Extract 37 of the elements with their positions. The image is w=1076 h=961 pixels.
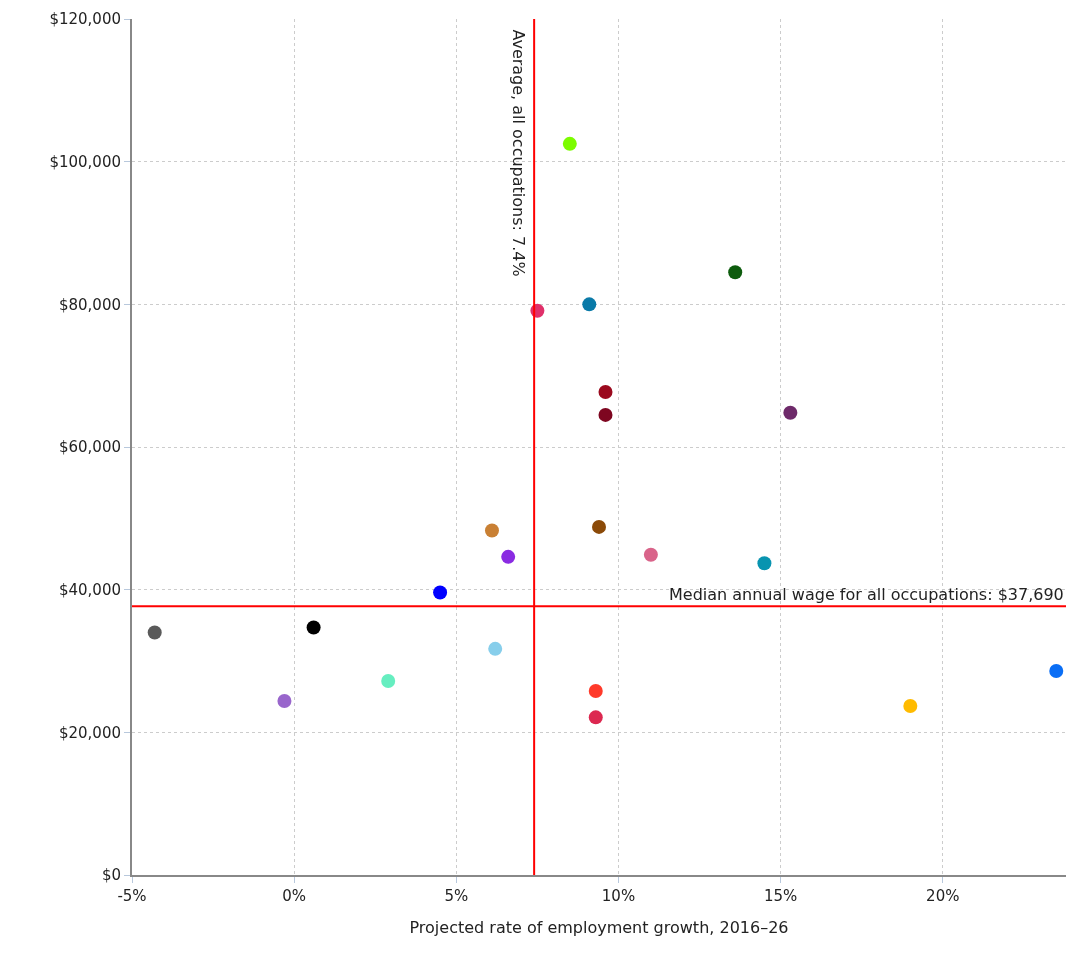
- point: [598, 385, 613, 400]
- point: [306, 620, 321, 635]
- point: [488, 641, 503, 656]
- x-tick-label: 0%: [282, 887, 307, 905]
- x-tick-label: 15%: [763, 887, 798, 905]
- x-tick-label: 5%: [444, 887, 469, 905]
- ref-line-label: Median annual wage for all occupations: $37,690: [669, 585, 1064, 604]
- point: [1049, 663, 1064, 678]
- x-axis-title: Projected rate of employment growth, 2016–26: [409, 918, 789, 938]
- y-tick-label: $0: [101, 866, 121, 885]
- point: [433, 585, 448, 600]
- point: [484, 523, 499, 538]
- point: [598, 407, 613, 422]
- point: [728, 265, 743, 280]
- point: [903, 698, 918, 713]
- y-tick-label: $120,000: [49, 10, 121, 29]
- point: [582, 297, 597, 312]
- point: [588, 710, 603, 725]
- y-tick-label: $60,000: [58, 438, 121, 457]
- point: [757, 556, 772, 571]
- point: [592, 519, 606, 534]
- point: [277, 693, 292, 708]
- point: [147, 625, 162, 640]
- point: [783, 405, 798, 420]
- x-tick-label: 20%: [926, 887, 960, 905]
- point: [501, 549, 516, 564]
- point: [643, 547, 658, 562]
- point: [588, 683, 603, 698]
- y-tick-label: $40,000: [58, 580, 121, 599]
- x-tick-label: -5%: [117, 887, 147, 905]
- point: [381, 673, 396, 688]
- point: [562, 136, 577, 151]
- ref-line-label: Average, all occupations: 7.4%: [508, 29, 528, 277]
- y-tick-label: $100,000: [49, 152, 121, 171]
- y-tick-label: $80,000: [58, 295, 121, 314]
- x-tick-label: 10%: [601, 887, 636, 905]
- y-tick-label: $20,000: [58, 723, 121, 742]
